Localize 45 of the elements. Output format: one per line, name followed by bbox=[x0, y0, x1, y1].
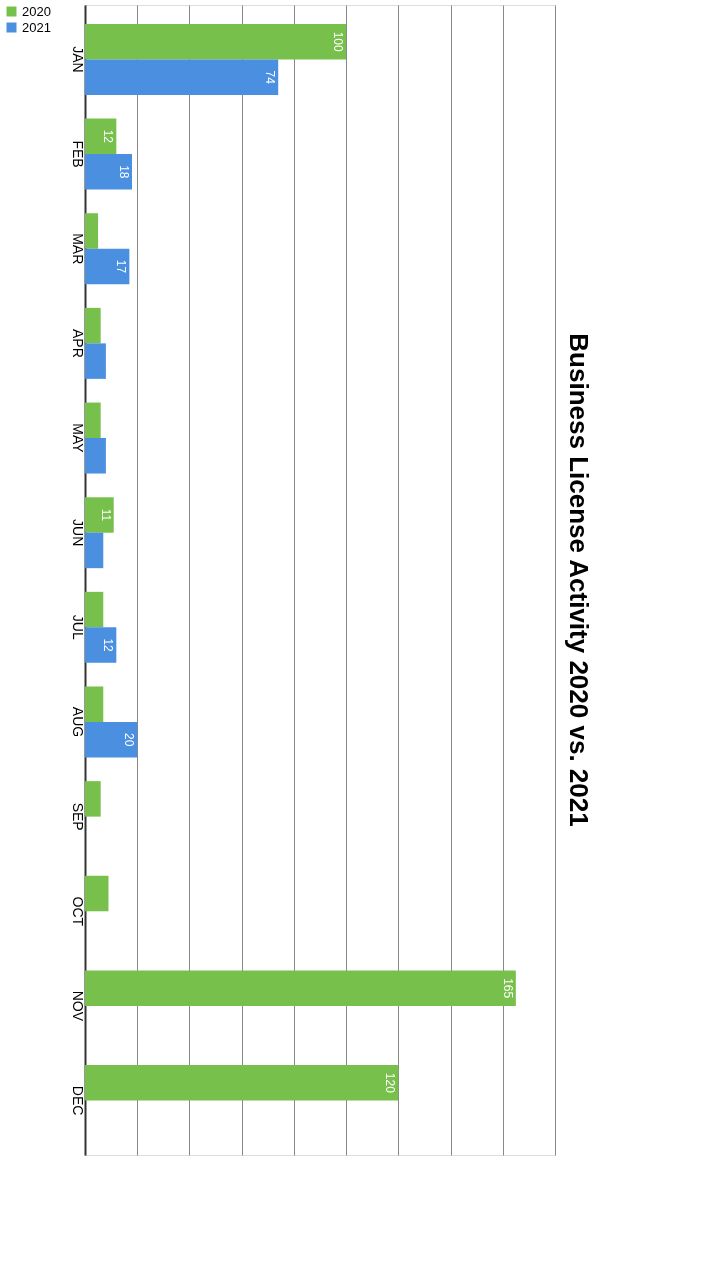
bar bbox=[85, 591, 104, 628]
data-label: 120 bbox=[383, 1072, 398, 1094]
text: Business License Activity 2020 vs. 2021 bbox=[564, 333, 594, 827]
legend-label: 2021 bbox=[22, 19, 51, 35]
data-label: 20 bbox=[122, 733, 137, 747]
bar bbox=[85, 213, 99, 249]
data-label: 11 bbox=[98, 508, 113, 522]
bar bbox=[85, 875, 109, 912]
bar bbox=[85, 497, 114, 533]
bar bbox=[85, 721, 138, 758]
y-tick-label: DEC bbox=[69, 1085, 86, 1116]
data-label: 12 bbox=[101, 638, 116, 653]
y-tick-label: NOV bbox=[69, 990, 86, 1022]
y-tick-label: JUL bbox=[69, 614, 86, 640]
data-label: 12 bbox=[101, 129, 116, 144]
bar bbox=[85, 118, 117, 155]
bar bbox=[85, 627, 117, 663]
data-label: 18 bbox=[117, 165, 131, 179]
legend-label: 2020 bbox=[22, 3, 51, 19]
bar bbox=[85, 1065, 399, 1101]
bar bbox=[85, 781, 101, 817]
bar bbox=[85, 402, 101, 439]
y-tick-label: AUG bbox=[69, 706, 86, 738]
y-tick-label: JUN bbox=[69, 519, 86, 547]
data-label: 74 bbox=[263, 70, 278, 85]
bar bbox=[85, 686, 104, 722]
data-label: 100 bbox=[331, 31, 346, 53]
bar bbox=[85, 59, 279, 95]
bar bbox=[85, 532, 104, 569]
bar bbox=[85, 23, 347, 60]
data-label: 17 bbox=[114, 259, 129, 274]
bar bbox=[85, 154, 132, 190]
bar bbox=[85, 343, 106, 379]
bar bbox=[85, 248, 130, 285]
y-tick-label: SEP bbox=[69, 802, 86, 831]
y-tick-label: MAR bbox=[69, 233, 86, 265]
y-tick-label: OCT bbox=[69, 896, 86, 927]
bar bbox=[85, 438, 106, 474]
bar bbox=[85, 307, 101, 344]
y-tick-label: APR bbox=[69, 328, 86, 358]
bar bbox=[85, 970, 516, 1006]
y-tick-label: MAY bbox=[69, 423, 86, 454]
y-tick-label: JAN bbox=[69, 46, 86, 73]
y-tick-label: FEB bbox=[69, 140, 86, 168]
data-label: 165 bbox=[500, 978, 515, 999]
